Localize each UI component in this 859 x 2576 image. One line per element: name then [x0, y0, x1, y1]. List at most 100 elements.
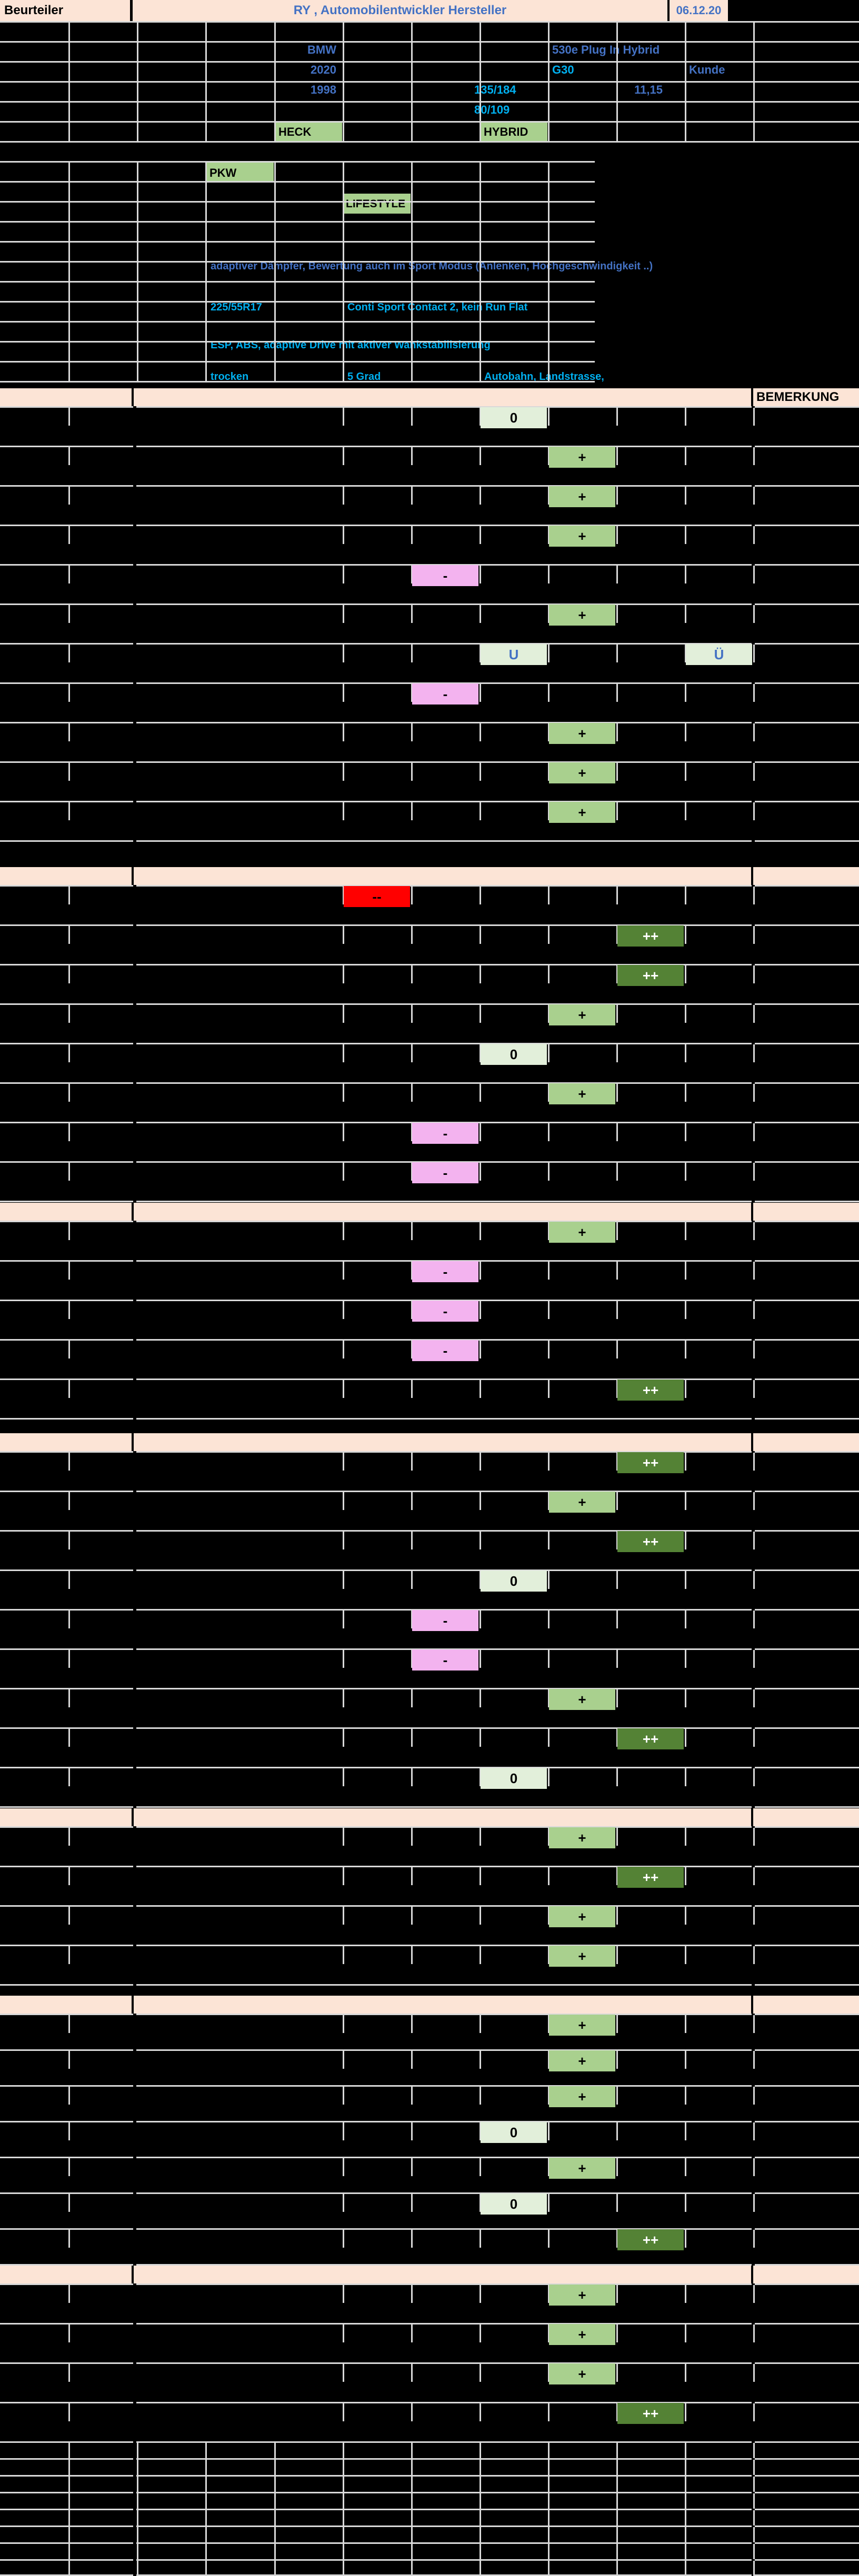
rating-cell[interactable]: ++ — [617, 2229, 684, 2250]
gridline — [755, 2458, 859, 2460]
rating-cell[interactable]: + — [549, 1827, 615, 1848]
rating-cell[interactable]: 0 — [481, 2122, 547, 2143]
assist-systems-cell[interactable]: ESP, ABS, adaptive Drive mit aktiver Wan… — [211, 339, 491, 351]
rating-cell[interactable]: - — [412, 1162, 478, 1183]
rating-cell[interactable]: + — [549, 1492, 615, 1513]
rating-cell[interactable]: + — [549, 1689, 615, 1710]
rating-cell[interactable]: + — [549, 2363, 615, 2384]
section-header-row[interactable] — [753, 2266, 859, 2283]
gridline — [411, 1828, 413, 1846]
rating-cell[interactable]: - — [412, 683, 478, 705]
rating-cell[interactable]: 0 — [481, 1044, 547, 1065]
rating-cell[interactable]: + — [549, 802, 615, 823]
brand-cell[interactable]: BMW — [307, 43, 336, 56]
rating-cell[interactable]: - — [412, 1301, 478, 1322]
rating-cell[interactable]: - — [412, 1610, 478, 1631]
series-code-cell[interactable]: G30 — [552, 63, 574, 76]
gridline — [0, 525, 133, 526]
section-header-row[interactable] — [753, 867, 859, 885]
electric-power-cell[interactable]: 80/109 — [474, 103, 510, 116]
rating-cell[interactable]: 0 — [481, 2193, 547, 2215]
consumption-cell[interactable]: 11,15 — [634, 83, 663, 96]
rating-cell[interactable]: ++ — [617, 1728, 684, 1749]
rating-cell[interactable]: + — [549, 723, 615, 744]
rating-cell[interactable]: + — [549, 2158, 615, 2179]
temperature-cell[interactable]: 5 Grad — [347, 371, 381, 383]
section-header-row[interactable] — [134, 2266, 751, 2283]
tire-size-cell[interactable]: 225/55R17 — [211, 301, 262, 313]
rating-cell[interactable]: + — [549, 1946, 615, 1967]
section-header-row[interactable] — [0, 2266, 132, 2283]
rating-cell[interactable]: - — [412, 1123, 478, 1144]
rating-cell[interactable]: + — [549, 1004, 615, 1025]
section-header-row[interactable] — [134, 1808, 751, 1826]
gridline — [480, 2087, 481, 2105]
rating-cell[interactable]: + — [549, 2086, 615, 2107]
rating-cell[interactable]: 0 — [481, 1768, 547, 1789]
powertrain-cell[interactable]: HYBRID — [480, 122, 547, 142]
section-header-row[interactable] — [753, 1203, 859, 1221]
section-header-row[interactable] — [0, 1996, 132, 2014]
rating-cell[interactable]: -- — [344, 886, 410, 907]
vehicle-class-cell[interactable]: PKW — [206, 163, 274, 183]
date-cell[interactable]: 06.12.20 — [670, 0, 728, 21]
drive-type-cell[interactable]: HECK — [275, 122, 342, 142]
sheet-title-cell[interactable]: RY , Automobilentwickler Hersteller — [133, 0, 667, 21]
section-header-row[interactable] — [753, 1808, 859, 1826]
model-year-cell[interactable]: 2020 — [311, 63, 336, 76]
rating-cell[interactable]: - — [412, 1340, 478, 1361]
section-header-row[interactable] — [0, 1433, 132, 1451]
base-year-cell[interactable]: 1998 — [311, 83, 336, 96]
damper-note-cell[interactable]: adaptiver Dämpfer, Bewertung auch im Spo… — [211, 260, 653, 272]
rating-cell[interactable]: Ü — [686, 644, 752, 665]
rating-cell[interactable]: + — [549, 2050, 615, 2071]
rating-cell[interactable]: + — [549, 605, 615, 626]
rating-cell[interactable]: ++ — [617, 2403, 684, 2424]
tire-type-cell[interactable]: Conti Sport Contact 2, kein Run Flat — [347, 301, 528, 313]
rating-cell[interactable]: + — [549, 486, 615, 507]
section-header-row[interactable] — [134, 867, 751, 885]
section-header-row[interactable] — [753, 1433, 859, 1451]
gridline — [755, 603, 859, 605]
rating-cell[interactable]: U — [481, 644, 547, 665]
rating-cell[interactable]: 0 — [481, 407, 547, 428]
section-header-row[interactable] — [0, 388, 132, 406]
assessor-header-cell[interactable]: Beurteiler — [0, 0, 130, 21]
section-header-row[interactable] — [753, 1996, 859, 2014]
route-cell[interactable]: Autobahn, Landstrasse, — [484, 371, 604, 383]
rating-cell[interactable]: ++ — [617, 925, 684, 947]
rating-cell[interactable]: - — [412, 565, 478, 586]
segment-cell[interactable]: LIFESTYLE — [343, 194, 411, 214]
model-cell[interactable]: 530e Plug In Hybrid — [552, 43, 660, 56]
rating-cell[interactable]: ++ — [617, 1531, 684, 1552]
rating-cell[interactable]: + — [549, 1222, 615, 1243]
rating-cell[interactable]: 0 — [481, 1571, 547, 1592]
gridline — [0, 2049, 133, 2051]
rating-cell[interactable]: - — [412, 1261, 478, 1282]
section-header-row[interactable] — [0, 1203, 132, 1221]
section-header-row[interactable] — [134, 1996, 751, 2014]
rating-cell[interactable]: ++ — [617, 1452, 684, 1473]
section-header-row[interactable] — [134, 1433, 751, 1451]
rating-cell[interactable]: ++ — [617, 1380, 684, 1401]
road-condition-cell[interactable]: trocken — [211, 371, 249, 383]
rating-cell[interactable]: ++ — [617, 1867, 684, 1888]
customer-cell[interactable]: Kunde — [689, 63, 725, 76]
rating-cell[interactable]: + — [549, 1083, 615, 1104]
gridline — [411, 965, 413, 983]
section-header-row[interactable] — [0, 1808, 132, 1826]
rating-cell[interactable]: + — [549, 2015, 615, 2036]
rating-cell[interactable]: + — [549, 2285, 615, 2306]
rating-cell[interactable]: + — [549, 762, 615, 783]
remarks-column-header[interactable]: BEMERKUNG — [753, 388, 859, 406]
rating-cell[interactable]: + — [549, 447, 615, 468]
rating-cell[interactable]: - — [412, 1649, 478, 1671]
rating-cell[interactable]: + — [549, 2324, 615, 2345]
rating-cell[interactable]: ++ — [617, 965, 684, 986]
section-header-row[interactable] — [134, 388, 751, 406]
power-cell[interactable]: 135/184 — [474, 83, 516, 96]
rating-cell[interactable]: + — [549, 526, 615, 547]
section-header-row[interactable] — [0, 867, 132, 885]
section-header-row[interactable] — [134, 1203, 751, 1221]
rating-cell[interactable]: + — [549, 1906, 615, 1927]
